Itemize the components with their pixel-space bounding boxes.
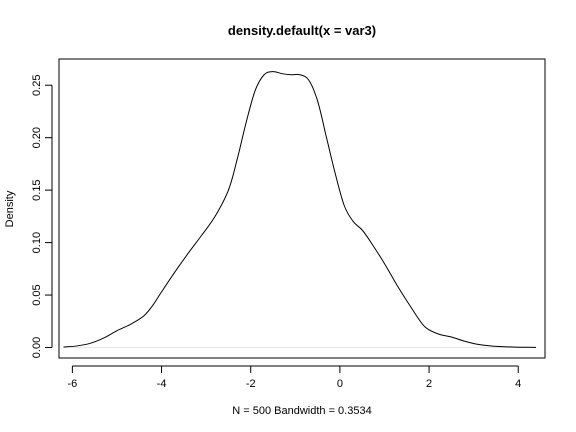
y-tick-label: 0.10 (31, 232, 43, 253)
y-tick-label: 0.00 (31, 337, 43, 358)
x-axis: -6 -4 -2 0 2 4 (67, 365, 521, 390)
x-tick-label: 4 (515, 378, 521, 390)
y-axis-label: Density (4, 190, 16, 227)
y-tick-label: 0.25 (31, 75, 43, 96)
y-tick-label: 0.15 (31, 179, 43, 200)
chart-title: density.default(x = var3) (228, 23, 376, 38)
x-tick-label: 2 (426, 378, 432, 390)
x-tick-label: -6 (67, 378, 77, 390)
plot-frame (58, 58, 546, 359)
y-tick-label: 0.20 (31, 127, 43, 148)
density-curve (63, 71, 537, 348)
y-tick-label: 0.05 (31, 284, 43, 305)
y-axis: 0.00 0.05 0.10 0.15 0.20 0.25 (31, 75, 53, 358)
x-tick-label: -4 (157, 378, 167, 390)
x-axis-label: N = 500 Bandwidth = 0.3534 (232, 405, 371, 417)
x-tick-label: -2 (246, 378, 256, 390)
x-tick-label: 0 (337, 378, 343, 390)
